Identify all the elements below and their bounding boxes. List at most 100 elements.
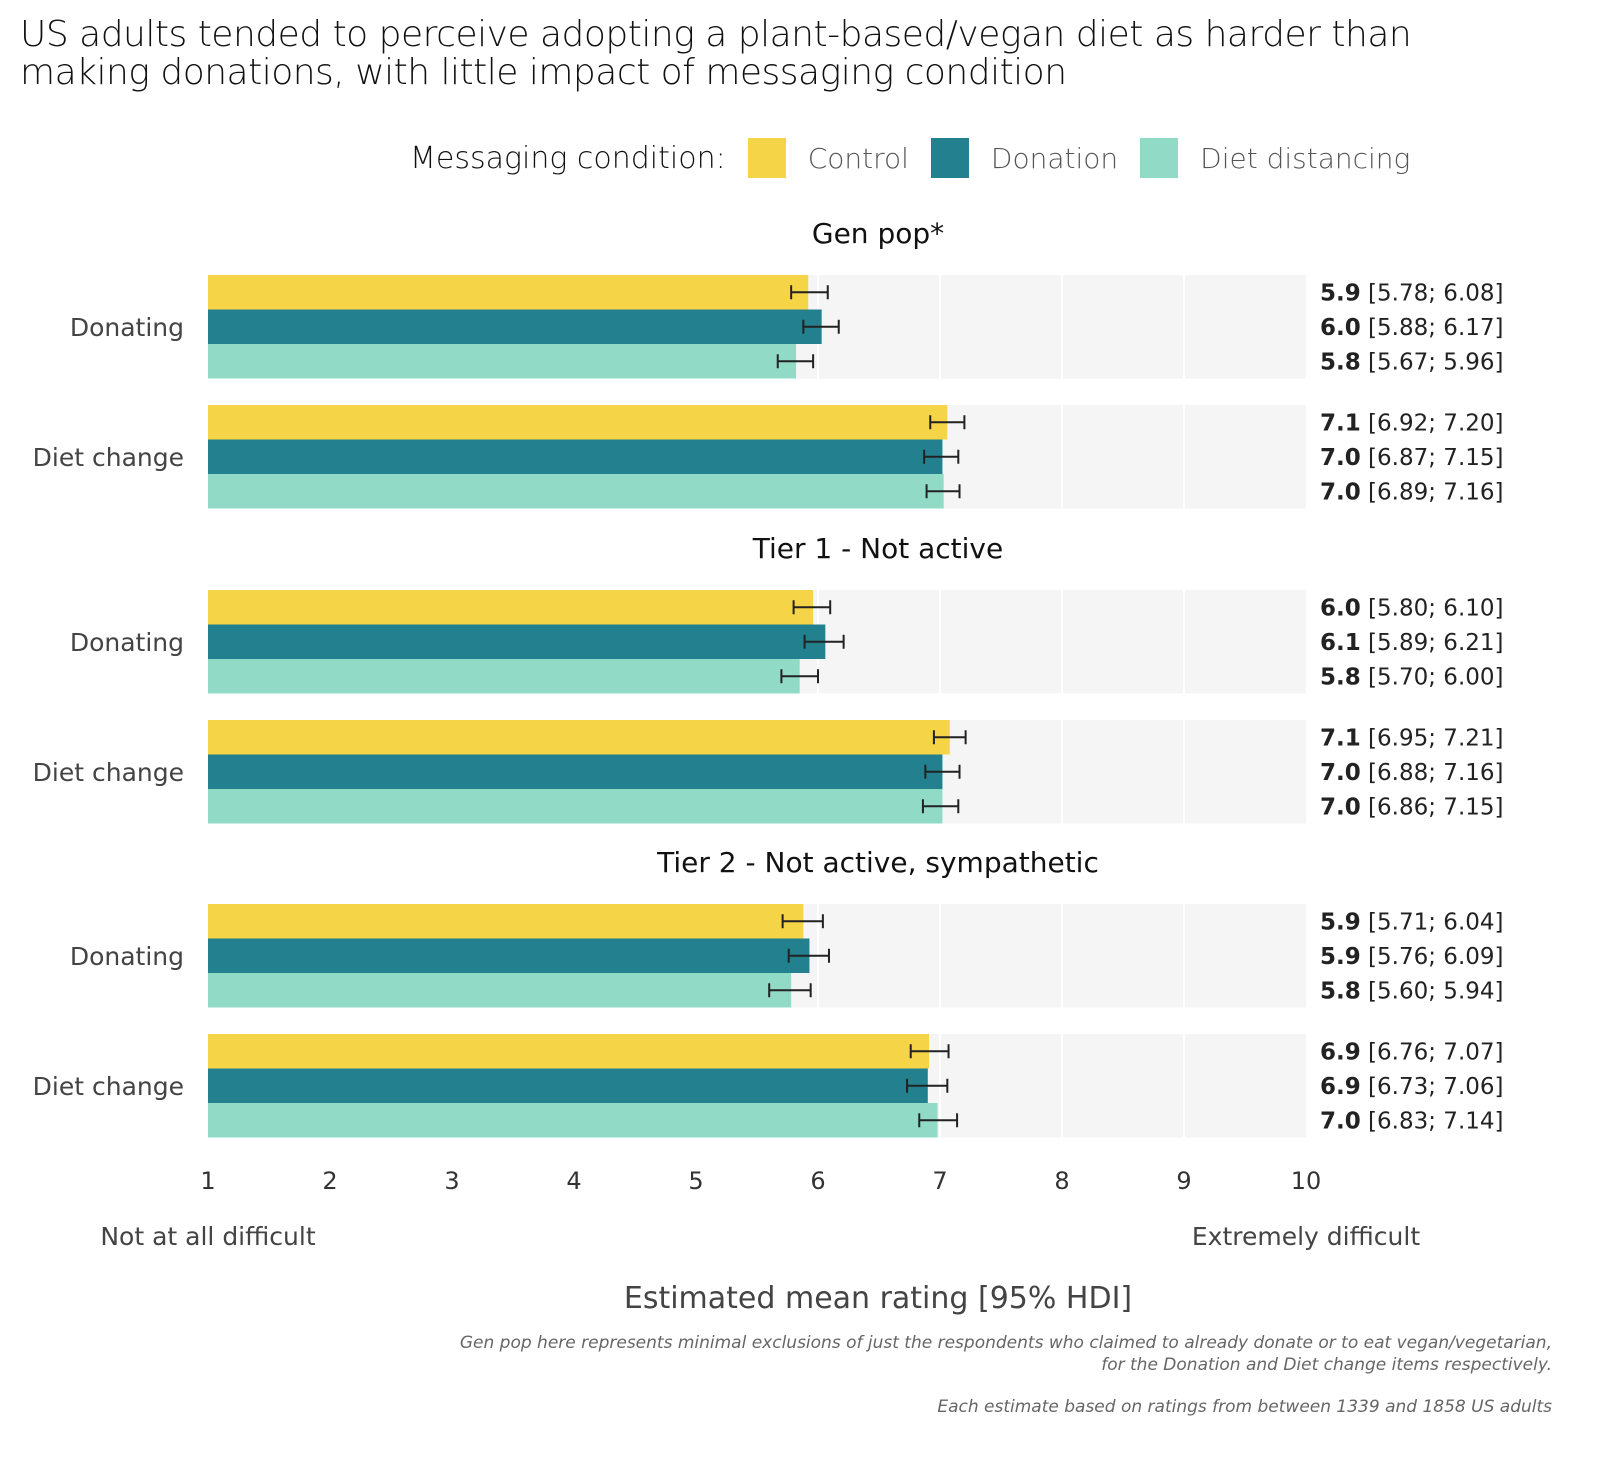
value-label-control: 7.1 [6.92; 7.20] [1320, 410, 1504, 436]
legend: Messaging condition: Control Donation Di… [410, 136, 1432, 180]
value-label-control: 7.1 [6.95; 7.21] [1320, 725, 1504, 751]
x-tick-label: 8 [1054, 1167, 1069, 1195]
value-label-hdi: [5.80; 6.10] [1361, 595, 1504, 621]
chart-title-line-2: making donations, with little impact of … [20, 52, 1067, 93]
error-bar-donation [924, 764, 961, 779]
value-label-mean: 6.9 [1320, 1074, 1361, 1100]
error-bar-donation [906, 1078, 949, 1093]
bar-control [208, 1034, 930, 1069]
value-label-hdi: [5.76; 6.09] [1361, 944, 1504, 970]
x-tick-label: 5 [688, 1167, 703, 1195]
x-anchor-low: Not at all difficult [100, 1222, 315, 1251]
value-label-hdi: [6.73; 7.06] [1361, 1074, 1504, 1100]
value-label-mean: 6.0 [1320, 315, 1361, 341]
value-label-donation: 6.1 [5.89; 6.21] [1320, 630, 1504, 656]
facet-title-tier-2-not-active-sympathetic: Tier 2 - Not active, sympathetic [656, 846, 1099, 879]
value-label-mean: 5.8 [1320, 978, 1361, 1004]
value-label-mean: 7.0 [1320, 445, 1361, 471]
x-tick-label: 9 [1176, 1167, 1191, 1195]
x-tick-label: 6 [810, 1167, 825, 1195]
value-label-hdi: [5.78; 6.08] [1361, 280, 1504, 306]
bar-donation [208, 938, 810, 973]
value-label-diet-distancing: 7.0 [6.86; 7.15] [1320, 794, 1504, 820]
bar-donation [208, 439, 943, 474]
bar-diet-distancing [208, 1103, 938, 1138]
x-tick-label: 3 [444, 1167, 459, 1195]
value-label-hdi: [5.88; 6.17] [1361, 315, 1504, 341]
bar-control [208, 590, 814, 625]
bar-control [208, 275, 809, 310]
error-bar-diet-distancing [776, 354, 815, 369]
value-label-control: 6.0 [5.80; 6.10] [1320, 595, 1504, 621]
error-bar-control [790, 285, 829, 300]
value-label-mean: 5.9 [1320, 944, 1361, 970]
bar-diet-distancing [208, 659, 800, 694]
value-label-hdi: [6.76; 7.07] [1361, 1039, 1504, 1065]
value-label-mean: 7.0 [1320, 794, 1361, 820]
value-label-mean: 5.8 [1320, 664, 1361, 690]
bar-donation [208, 624, 826, 659]
error-bar-diet-distancing [918, 1113, 959, 1128]
value-label-donation: 7.0 [6.87; 7.15] [1320, 445, 1504, 471]
y-category-label-diet-change: Diet change [33, 758, 184, 787]
error-bar-donation [802, 319, 840, 334]
bar-diet-distancing [208, 474, 944, 509]
value-label-mean: 5.9 [1320, 909, 1361, 935]
error-bar-diet-distancing [768, 983, 812, 998]
value-label-mean: 7.1 [1320, 410, 1361, 436]
value-label-control: 5.9 [5.71; 6.04] [1320, 909, 1504, 935]
value-label-donation: 6.0 [5.88; 6.17] [1320, 315, 1504, 341]
value-label-donation: 5.9 [5.76; 6.09] [1320, 944, 1504, 970]
bar-control [208, 720, 950, 755]
value-label-mean: 7.0 [1320, 1108, 1361, 1134]
footnote-sample-size: Each estimate based on ratings from betw… [937, 1397, 1552, 1417]
bar-diet-distancing [208, 973, 792, 1008]
y-category-label-diet-change: Diet change [33, 1072, 184, 1101]
error-bar-donation [923, 449, 960, 464]
facet-title-tier-1-not-active: Tier 1 - Not active [752, 532, 1003, 565]
y-category-label-donating: Donating [70, 313, 184, 342]
legend-swatch-donation [930, 138, 969, 178]
value-label-diet-distancing: 7.0 [6.83; 7.14] [1320, 1108, 1504, 1134]
value-label-mean: 5.9 [1320, 280, 1361, 306]
value-label-mean: 7.0 [1320, 479, 1361, 505]
y-category-label-donating: Donating [70, 942, 184, 971]
facet-title-gen-pop: Gen pop* [812, 217, 944, 250]
chart-title-line-1: US adults tended to perceive adopting a … [20, 14, 1412, 55]
value-label-hdi: [6.86; 7.15] [1361, 794, 1504, 820]
error-bar-control [781, 914, 824, 929]
footnote-line-1: Gen pop here represents minimal exclusio… [459, 1333, 1552, 1353]
value-label-mean: 7.0 [1320, 760, 1361, 786]
value-label-hdi: [6.88; 7.16] [1361, 760, 1504, 786]
bar-control [208, 405, 948, 440]
value-label-hdi: [5.67; 5.96] [1361, 349, 1504, 375]
value-label-mean: 6.9 [1320, 1039, 1361, 1065]
legend-label-diet-distancing: Diet distancing [1200, 141, 1411, 175]
bar-diet-distancing [208, 344, 797, 379]
value-label-hdi: [6.83; 7.14] [1361, 1108, 1504, 1134]
error-bar-diet-distancing [921, 799, 960, 814]
error-bar-donation [803, 634, 845, 649]
value-label-diet-distancing: 5.8 [5.70; 6.00] [1320, 664, 1504, 690]
value-label-mean: 6.1 [1320, 630, 1361, 656]
value-label-control: 5.9 [5.78; 6.08] [1320, 280, 1504, 306]
x-tick-label: 7 [932, 1167, 947, 1195]
y-category-label-donating: Donating [70, 628, 184, 657]
bar-donation [208, 754, 943, 789]
value-label-hdi: [5.89; 6.21] [1361, 630, 1504, 656]
legend-swatch-control [747, 138, 786, 178]
x-axis-title: Estimated mean rating [95% HDI] [624, 1281, 1132, 1316]
legend-swatch-diet-distancing [1140, 138, 1179, 178]
value-label-hdi: [6.95; 7.21] [1361, 725, 1504, 751]
value-label-hdi: [5.70; 6.00] [1361, 664, 1504, 690]
x-tick-label: 1 [200, 1167, 215, 1195]
legend-label-control: Control [807, 141, 909, 175]
bar-diet-distancing [208, 789, 943, 824]
bar-control [208, 904, 804, 939]
value-label-diet-distancing: 7.0 [6.89; 7.16] [1320, 479, 1504, 505]
error-bar-control [932, 730, 967, 745]
value-label-hdi: [6.89; 7.16] [1361, 479, 1504, 505]
error-bar-control [909, 1044, 950, 1059]
footnote-gen-pop: Gen pop here represents minimal exclusio… [460, 1332, 1552, 1376]
error-bar-control [792, 600, 832, 615]
